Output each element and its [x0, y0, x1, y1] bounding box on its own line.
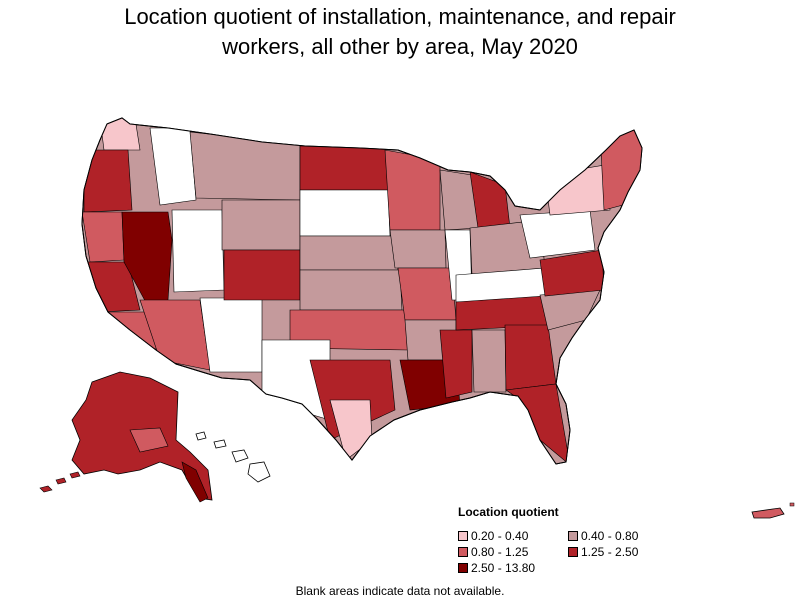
title-line-1: Location quotient of installation, maint… [124, 4, 676, 29]
legend-label: 0.80 - 1.25 [471, 545, 529, 559]
area-pennsylvania [519, 209, 596, 259]
area-utah [171, 209, 225, 293]
area-montana [189, 131, 301, 201]
legend-swatch [568, 547, 578, 557]
area-new-york [544, 164, 611, 216]
hawaii-islands [195, 431, 271, 483]
legend: Location quotient 0.20 - 0.40 0.40 - 0.8… [458, 505, 678, 575]
area-colorado [223, 249, 301, 301]
alaska-south-area [129, 427, 169, 453]
legend-label: 0.40 - 0.80 [581, 529, 639, 543]
alaska-panhandle [181, 461, 209, 503]
legend-swatch [458, 563, 468, 573]
puerto-rico-shape [751, 507, 785, 519]
contiguous-us [81, 117, 643, 465]
conus-border [81, 117, 643, 465]
puerto-rico-island [789, 502, 795, 507]
legend-label: 2.50 - 13.80 [471, 561, 536, 575]
area-missouri [397, 267, 457, 321]
area-wyoming [221, 199, 301, 251]
legend-swatch [458, 547, 468, 557]
area-mississippi [439, 329, 473, 399]
legend-label: 0.20 - 0.40 [471, 529, 529, 543]
map-title: Location quotient of installation, maint… [0, 2, 800, 62]
area-new-mexico [199, 297, 263, 373]
area-new-england [599, 129, 642, 211]
legend-label: 1.25 - 2.50 [581, 545, 639, 559]
area-wa-west [99, 118, 141, 151]
puerto-rico [751, 502, 795, 519]
area-south-dakota [299, 189, 391, 237]
area-kansas [299, 269, 403, 311]
footnote: Blank areas indicate data not available. [295, 584, 505, 598]
area-minnesota [384, 149, 441, 231]
title-line-2: workers, all other by area, May 2020 [222, 34, 578, 59]
area-georgia [504, 324, 557, 391]
legend-swatch [568, 531, 578, 541]
area-or-coast [83, 149, 133, 213]
hawaii [195, 431, 271, 483]
area-north-dakota [299, 145, 389, 191]
aleutian-islands [39, 471, 81, 493]
area-iowa [389, 229, 447, 269]
alaska [39, 371, 213, 503]
legend-swatch [458, 531, 468, 541]
legend-title: Location quotient [458, 505, 559, 519]
area-alabama [471, 329, 507, 393]
area-nebraska [299, 235, 399, 271]
